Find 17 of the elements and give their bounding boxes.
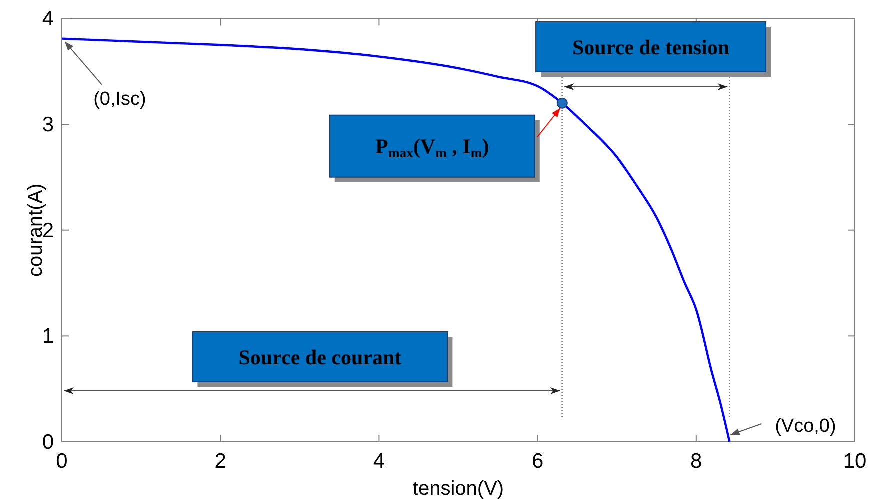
y-tick-label: 0 [42,431,54,454]
line-series [60,38,731,444]
x-tick-label: 8 [690,450,702,473]
y-tick-label: 3 [42,114,54,137]
x-tick-label: 2 [214,450,226,473]
annotation: Source de courant [238,345,402,370]
annotation: Source de tension [572,35,730,60]
x-tick-label: 10 [843,450,867,473]
x-tick-label: 4 [373,450,386,473]
x-axis-title: tension(V) [412,478,504,499]
x-tick-label: 0 [56,450,68,473]
annotation: P$_{max}$(V$_{m}$ , I$_{m}$) [376,134,490,160]
y-tick-label: 1 [42,325,54,348]
y-tick-label: 4 [42,8,54,31]
annotation: (0,Isc) [94,88,146,110]
annotation: (Vco,0) [775,416,836,437]
x-tick-label: 6 [532,450,544,473]
